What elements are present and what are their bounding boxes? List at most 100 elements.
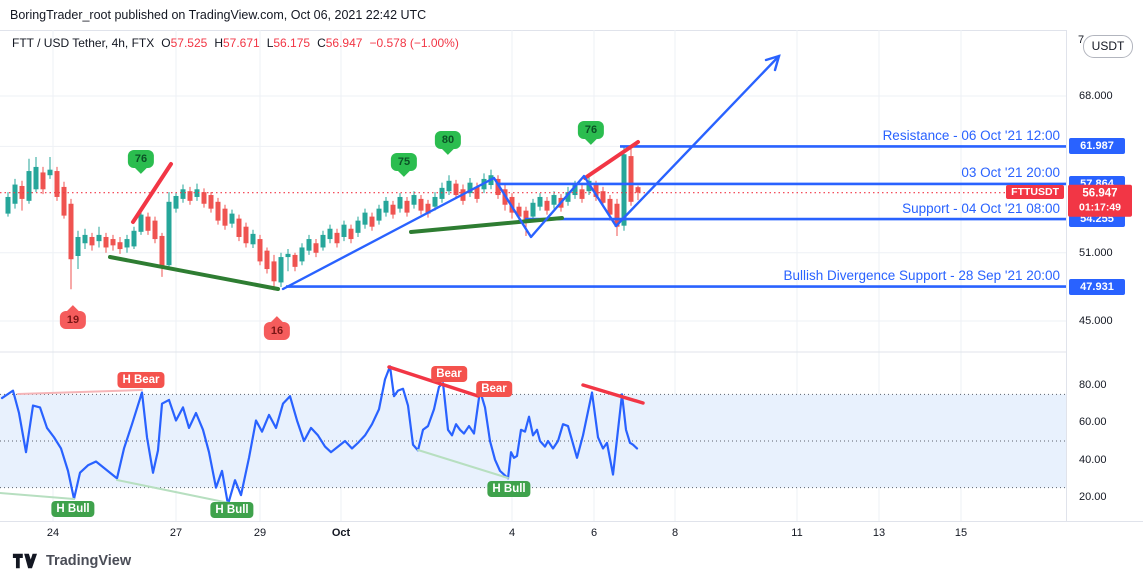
published-bar: BoringTrader_root published on TradingVi… [10,8,427,22]
signpost-badge[interactable]: 76 [577,121,605,145]
chart-canvas[interactable] [0,30,1066,521]
price-axis-label: 68.000 [1079,90,1113,102]
candle [124,239,130,248]
candle [565,192,571,202]
trendline [281,54,781,291]
level-price-label: 47.931 [1069,278,1125,295]
tradingview-logo-link[interactable]: TradingView [12,551,131,571]
candle [390,204,396,215]
candle [572,185,578,196]
candle [208,195,214,209]
legend-segment: L [266,36,274,50]
candle [236,218,242,237]
candle [26,171,32,201]
candle [418,198,424,211]
signpost-badge[interactable]: 16 [263,316,291,340]
price-axis[interactable]: USDT 56.947 01:17:49 768.00062.00051.000… [1066,30,1143,521]
rsi-divergence-label[interactable]: H Bull [487,481,531,497]
legend-segment: C [317,36,326,50]
trendline [108,255,280,291]
candle [320,234,326,248]
chart-top-border [0,30,1143,31]
candle [516,206,522,217]
legend-segment: O [161,36,171,50]
trendlines[interactable] [108,54,781,291]
candle [614,203,620,227]
signpost-badge[interactable]: 80 [434,131,462,155]
currency-toggle-button[interactable]: USDT [1083,35,1133,58]
bar-countdown: 01:17:49 [1078,201,1122,214]
candle [607,198,613,215]
candle [103,236,109,248]
price-axis-label: 20.00 [1079,491,1107,503]
price-axis-label: 51.000 [1079,247,1113,259]
rsi-divergence-label[interactable]: H Bull [210,502,254,518]
divergence-line [17,389,143,395]
price-axis-label: 60.00 [1079,416,1107,428]
candle [61,186,67,216]
rsi-divergence-label[interactable]: H Bear [117,372,165,388]
candle [159,235,165,267]
current-price-label: 56.947 01:17:49 [1068,184,1132,217]
signpost-badge[interactable]: 75 [390,153,418,177]
price-axis-label: 80.00 [1079,379,1107,391]
candle [432,196,438,207]
candle [40,172,46,190]
tradingview-logo-text: TradingView [46,553,132,569]
time-axis[interactable]: 24 27 29 Oct 4 6 8 11 13 15 [0,521,1143,546]
candle [89,236,95,246]
trendline [409,216,564,234]
candle [222,208,228,226]
tradingview-logo-icon [12,553,38,569]
level-label[interactable]: Bullish Divergence Support - 28 Sep '21 … [783,268,1061,284]
current-price-value: 56.947 [1082,187,1118,200]
candle [117,242,123,250]
candle [152,220,158,240]
level-label[interactable]: Support - 04 Oct '21 08:00 [902,200,1060,216]
candle [110,239,116,246]
candle [68,203,74,260]
rsi-divergence-label[interactable]: Bear [476,381,512,397]
rsi-divergence-label[interactable]: H Bull [51,501,95,517]
legend-segment: 56.947 [325,36,363,50]
legend-segment: FTT / USD Tether, 4h, FTX [12,36,155,50]
divergence-line [581,383,645,405]
candle [600,191,606,203]
candle [180,189,186,199]
candle [453,183,459,196]
candle [299,247,305,262]
candle [362,212,368,225]
candle [54,171,60,197]
level-lines[interactable] [286,145,1066,288]
rsi-divergence-label[interactable]: Bear [431,366,467,382]
candle [285,253,291,258]
time-tick: 4 [508,527,516,539]
candle [334,232,340,244]
candle [621,154,627,226]
candle [5,196,11,214]
candle [278,257,284,283]
candle [306,239,312,251]
candle [131,230,137,247]
candle [75,236,81,256]
divergence-line [417,449,509,479]
price-axis-label: 7 [1078,34,1085,46]
candle [173,195,179,209]
candle [194,189,200,197]
level-label[interactable]: 03 Oct '21 20:00 [961,165,1060,181]
time-tick: 24 [46,527,60,539]
trendline [583,140,640,180]
trendline [131,162,173,224]
candle [12,184,18,204]
time-tick: 8 [671,527,679,539]
signpost-badge[interactable]: 76 [127,150,155,174]
level-label[interactable]: Resistance - 06 Oct '21 12:00 [882,127,1060,143]
candle [264,250,270,270]
candle [404,200,410,213]
candle [201,192,207,204]
signpost-badge[interactable]: 19 [59,305,87,329]
symbol-tag: FTTUSDT [1006,185,1064,200]
candle [628,156,634,202]
candle [348,228,354,240]
time-tick: 11 [791,527,803,539]
